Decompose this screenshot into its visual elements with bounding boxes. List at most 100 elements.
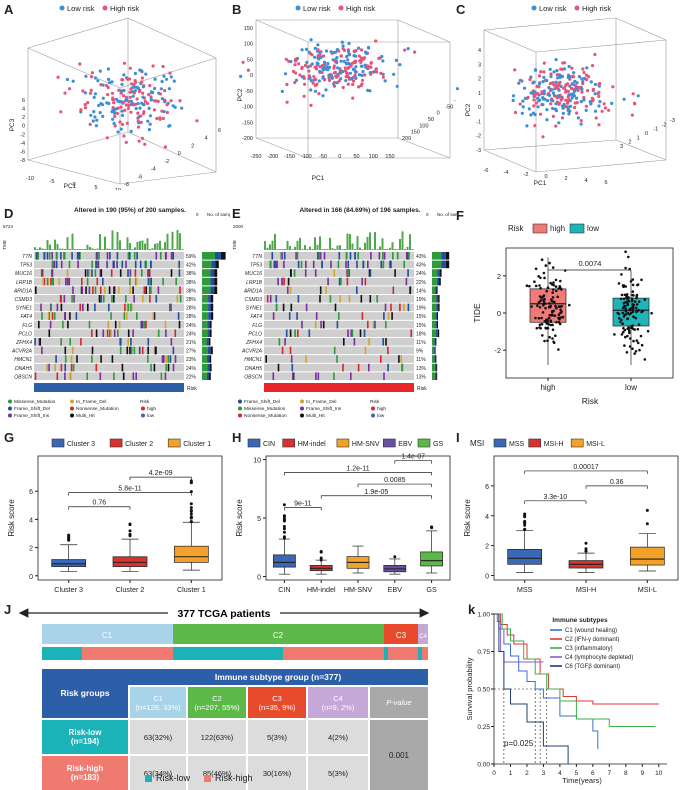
data-point <box>126 77 130 81</box>
data-point <box>351 82 355 87</box>
jitter-point <box>547 316 551 320</box>
mutation-cell <box>135 277 138 286</box>
data-point <box>84 74 88 78</box>
mutation-cell <box>100 269 103 277</box>
tmb-bar <box>71 233 74 250</box>
gene-percent: 19% <box>416 306 427 312</box>
outlier-point <box>282 525 286 528</box>
x-tick-label: -2 <box>524 172 529 178</box>
z-tick-label: -1 <box>653 127 658 133</box>
data-point <box>554 80 558 84</box>
z-tick-label: -4 <box>151 167 156 173</box>
mutation-cell <box>281 252 283 260</box>
mutation-cell <box>133 346 136 355</box>
legend-dot-low <box>531 5 537 11</box>
jitter-point <box>544 320 547 323</box>
outlier-point <box>282 536 286 540</box>
data-point <box>633 102 637 106</box>
data-point <box>360 73 364 77</box>
data-point <box>133 80 138 84</box>
mutation-cell <box>403 260 405 269</box>
data-point <box>367 65 371 69</box>
subtype-bar-c1-label: C1 <box>102 631 113 640</box>
col-header-c1: C1 (n=126, 33%) <box>130 687 186 718</box>
data-point <box>129 110 133 114</box>
mutation-cell <box>69 338 71 346</box>
y-tick-label: 2 <box>29 546 33 553</box>
jitter-point <box>559 308 562 312</box>
legend-title: MSI <box>470 439 484 448</box>
oncoplot-row-bg <box>264 338 414 346</box>
outlier-point <box>319 558 323 562</box>
mutation-cell <box>91 269 93 277</box>
oncoplot-row-bg <box>34 355 184 363</box>
y-tick-label: 1 <box>478 91 481 97</box>
mutation-cell <box>342 363 344 372</box>
data-point <box>113 114 117 119</box>
mutation-cell <box>276 260 278 269</box>
p-value-label: 1.9e-05 <box>365 489 389 496</box>
mutation-cell <box>99 372 102 380</box>
data-point <box>136 111 140 115</box>
jitter-point <box>544 327 548 330</box>
jitter-point <box>553 300 556 304</box>
data-point <box>293 80 297 85</box>
mutation-cell <box>290 269 292 277</box>
box-edge <box>27 131 129 161</box>
sample-bar-multi <box>214 286 218 294</box>
data-point <box>541 103 545 107</box>
data-point <box>129 99 133 103</box>
mutation-cell <box>370 252 372 260</box>
oncoplot-row-bg <box>264 355 414 363</box>
data-point <box>377 56 381 61</box>
jitter-point <box>640 310 643 314</box>
data-point <box>346 66 350 70</box>
mutation-cell <box>109 329 111 337</box>
data-point <box>125 121 129 125</box>
sample-bar-fsdel <box>207 346 211 355</box>
mutation-cell <box>382 260 385 269</box>
data-point <box>597 123 601 127</box>
mutation-cell <box>145 286 147 294</box>
gene-percent: 43% <box>416 263 427 269</box>
data-point <box>112 121 116 125</box>
data-point <box>565 82 570 86</box>
data-point <box>600 109 604 113</box>
gene-percent: 24% <box>186 323 197 329</box>
legend-dot <box>300 413 304 418</box>
mutation-cell <box>390 303 392 312</box>
data-point <box>350 76 354 81</box>
mutation-cell <box>282 277 284 286</box>
x-tick-label: GS <box>426 585 437 594</box>
mutation-cell <box>350 329 352 337</box>
jitter-point <box>629 280 633 283</box>
tmb-bar <box>349 234 351 250</box>
x-tick-label: -100 <box>301 154 312 160</box>
risk-strip-segment <box>422 647 428 660</box>
mutation-cell <box>387 312 390 320</box>
data-point <box>345 71 349 75</box>
mutation-cell <box>123 312 126 320</box>
mutation-cell <box>91 346 94 355</box>
data-point <box>88 122 92 126</box>
cell-high-c2: 85(46%) <box>188 756 246 790</box>
data-point <box>123 108 127 112</box>
data-point <box>557 101 561 105</box>
patients-banner: 377 TCGA patients C1 C2 C3 C4 <box>18 605 430 660</box>
mutation-cell <box>130 338 132 346</box>
mutation-cell <box>283 252 286 260</box>
data-point <box>375 70 379 74</box>
y-tick-label: 10 <box>253 458 261 465</box>
tmb-bar <box>354 249 356 250</box>
mutation-cell <box>169 303 171 312</box>
legend-swatch <box>570 438 584 448</box>
mutation-cell <box>333 372 335 380</box>
km-legend-title: Immune subtypes <box>552 617 608 624</box>
x-tick-label: -200 <box>267 154 278 160</box>
mutation-cell <box>136 252 138 260</box>
gene-label: PCLO <box>248 331 262 337</box>
mutation-cell <box>304 269 307 277</box>
jitter-point <box>528 284 531 288</box>
data-point <box>115 97 119 101</box>
jitter-point <box>551 266 555 269</box>
